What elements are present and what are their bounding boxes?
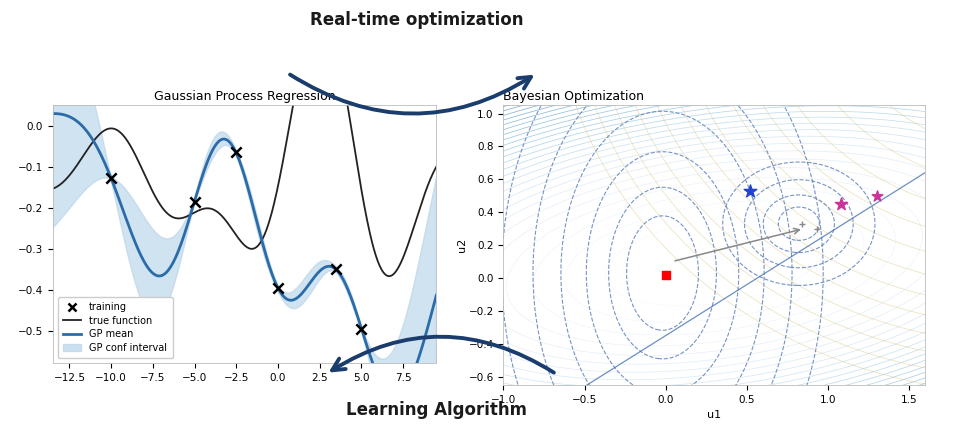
Line: true function: true function [53,11,436,276]
true function [199,206,210,211]
GP mean [325,264,337,269]
Title: Gaussian Process Regression: Gaussian Process Regression [153,90,336,103]
Text: Learning Algorithm: Learning Algorithm [346,401,526,419]
true function [172,216,183,221]
true function [289,97,300,102]
GP mean [199,164,211,169]
training [104,175,119,182]
Y-axis label: u2: u2 [457,238,467,252]
Point [658,271,673,278]
Legend: training, true function, GP mean, GP conf interval: training, true function, GP mean, GP con… [58,297,173,359]
GP mean [327,264,339,270]
FancyArrowPatch shape [290,74,531,114]
Text: Bayesian Optimization: Bayesian Optimization [503,90,644,103]
training [228,149,244,156]
training [354,325,369,332]
GP mean [173,248,184,253]
Text: Real-time optimization: Real-time optimization [311,11,524,29]
true function [316,8,327,13]
training [187,198,202,205]
GP mean [431,292,442,298]
Point [833,200,849,207]
FancyArrowPatch shape [332,337,554,373]
GP mean [48,111,59,116]
training [329,266,344,273]
Point [869,192,884,199]
true function [93,132,105,138]
GP mean [389,395,401,400]
Point [742,187,758,194]
true function [384,273,395,279]
true function [431,164,442,169]
true function [47,186,58,191]
X-axis label: u1: u1 [708,410,721,420]
training [270,285,286,292]
GP mean [290,297,301,302]
GP mean [47,111,58,116]
true function [327,29,339,34]
true function [325,22,337,28]
GP mean [94,150,105,155]
Line: GP mean: GP mean [53,114,436,398]
